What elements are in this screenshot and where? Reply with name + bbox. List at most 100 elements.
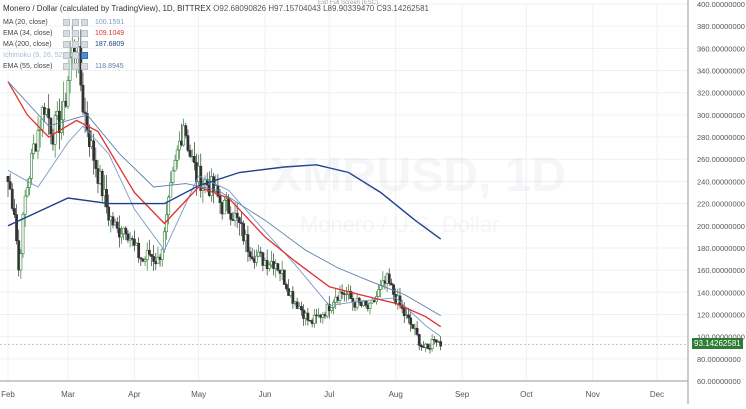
gear-icon[interactable]	[72, 52, 79, 59]
candle-body	[165, 214, 168, 233]
candle-body	[13, 208, 16, 215]
candle-body	[6, 176, 10, 182]
y-tick-label: 380.00000000	[697, 22, 745, 31]
candle-body	[330, 307, 333, 311]
indicator-name[interactable]: MA (200, close)	[3, 41, 52, 48]
indicator-row[interactable]: MA (200, close) 187.6809	[3, 39, 429, 50]
x-tick-label: Oct	[520, 390, 533, 399]
indicator-value: 100.1591	[95, 19, 125, 26]
gear-icon[interactable]	[72, 19, 79, 26]
candle-body	[94, 160, 98, 169]
x-tick-label: Aug	[389, 390, 403, 399]
candle-body	[415, 327, 419, 335]
close-icon[interactable]	[81, 19, 88, 26]
candle-body	[169, 182, 173, 198]
candle-body	[15, 214, 18, 241]
legend: Monero / Dollar (calculated by TradingVi…	[3, 5, 429, 72]
candle-body	[285, 284, 288, 289]
indicator-buttons	[63, 30, 93, 37]
candle-body	[19, 253, 23, 271]
eye-icon[interactable]	[63, 30, 70, 37]
indicator-row[interactable]: EMA (55, close) 118.8945	[3, 61, 429, 72]
series-line-ma-20-close	[7, 125, 441, 337]
candle-body	[419, 345, 423, 348]
candle-body	[267, 264, 271, 270]
indicator-row[interactable]: EMA (34, close) 109.1049	[3, 28, 429, 39]
indicator-row[interactable]: MA (20, close) 100.1591	[3, 17, 429, 28]
candle-body	[259, 251, 263, 254]
candle-body	[10, 188, 14, 209]
x-tick-label: Sep	[455, 390, 470, 399]
y-tick-label: 60.00000000	[697, 377, 741, 386]
y-tick-label: 80.00000000	[697, 355, 741, 364]
candle-body	[411, 324, 415, 329]
candle-body	[237, 217, 241, 223]
candle-body	[240, 222, 243, 224]
ohlc-high: H97.15704043	[268, 4, 321, 13]
close-icon[interactable]	[81, 30, 88, 37]
candle-body	[171, 170, 175, 184]
indicator-row[interactable]: Ichimoku (9, 26, 52, 26)	[3, 50, 429, 61]
x-tick-label: Feb	[1, 390, 15, 399]
candle-body	[60, 119, 63, 133]
candle-body	[156, 256, 160, 265]
candle-body	[434, 339, 438, 343]
candle-body	[276, 263, 280, 271]
y-tick-label: 140.00000000	[697, 288, 745, 297]
candle-body	[349, 290, 353, 299]
candle-body	[387, 273, 391, 284]
candle-body	[126, 233, 130, 241]
close-icon[interactable]	[81, 63, 88, 70]
y-tick-label: 200.00000000	[697, 222, 745, 231]
y-tick-label: 220.00000000	[697, 200, 745, 209]
eye-icon[interactable]	[63, 41, 70, 48]
gear-icon[interactable]	[72, 30, 79, 37]
candle-body	[186, 135, 190, 151]
indicator-buttons	[63, 52, 93, 59]
candle-body	[152, 256, 156, 262]
candle-body	[173, 160, 177, 172]
y-tick-label: 320.00000000	[697, 89, 745, 98]
y-tick-label: 400.00000000	[697, 0, 745, 9]
candle-body	[83, 111, 87, 114]
indicator-name[interactable]: MA (20, close)	[3, 19, 48, 26]
candle-body	[184, 125, 188, 136]
candle-body	[8, 181, 12, 190]
indicator-name[interactable]: Ichimoku (9, 26, 52, 26)	[3, 52, 77, 59]
eye-icon[interactable]	[63, 19, 70, 26]
candle-body	[246, 234, 250, 253]
candle-body	[107, 206, 111, 221]
candle-body	[426, 343, 430, 349]
y-tick-label: 260.00000000	[697, 155, 745, 164]
candle-body	[117, 228, 121, 238]
y-tick-label: 120.00000000	[697, 310, 745, 319]
candle-body	[417, 334, 421, 346]
candle-body	[355, 297, 359, 308]
candle-body	[120, 233, 123, 238]
candle-body	[105, 189, 108, 208]
eye-icon[interactable]	[63, 52, 70, 59]
candle-body	[124, 227, 128, 235]
eye-icon[interactable]	[63, 63, 70, 70]
indicator-buttons	[63, 41, 93, 48]
exit-fullscreen-link[interactable]: Exit Full Screen (ESC)	[318, 0, 379, 6]
indicator-name[interactable]: EMA (55, close)	[3, 63, 53, 70]
gear-icon[interactable]	[72, 41, 79, 48]
symbol-title[interactable]: Monero / Dollar (calculated by TradingVi…	[3, 4, 211, 13]
candle-body	[139, 257, 143, 260]
indicator-name[interactable]: EMA (34, close)	[3, 30, 53, 37]
visibility-toggle-icon[interactable]	[81, 52, 88, 59]
y-tick-label: 340.00000000	[697, 67, 745, 76]
candle-body	[439, 341, 443, 347]
indicator-buttons	[63, 63, 93, 70]
gear-icon[interactable]	[72, 63, 79, 70]
candle-body	[368, 302, 372, 309]
candle-body	[177, 140, 181, 151]
candle-body	[291, 291, 295, 304]
candle-body	[222, 199, 226, 215]
candle-body	[409, 317, 413, 325]
close-icon[interactable]	[81, 41, 88, 48]
candle-body	[338, 291, 342, 301]
